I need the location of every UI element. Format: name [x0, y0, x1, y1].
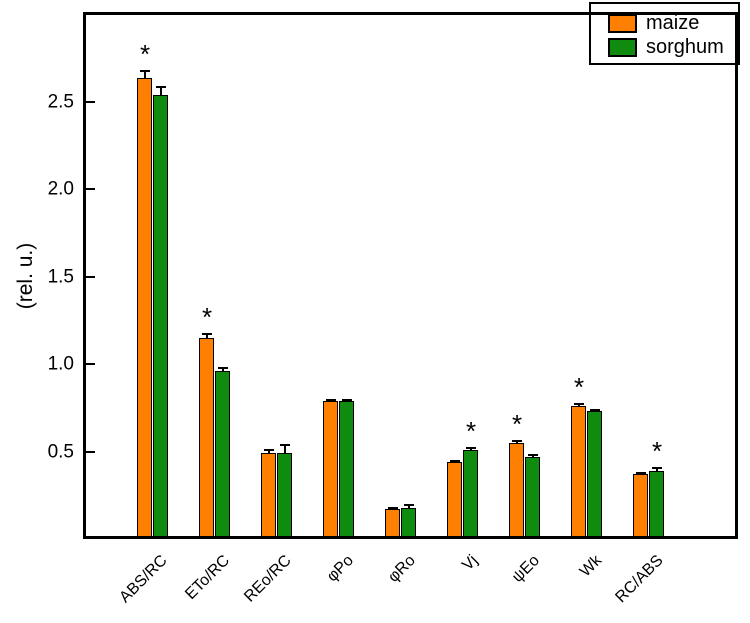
y-axis-tick-label: 1.5	[47, 266, 74, 288]
error-bar-cap	[404, 503, 414, 506]
legend-label: sorghum	[646, 36, 724, 58]
error-bar-cap	[652, 467, 662, 470]
significance-asterisk: *	[201, 302, 213, 333]
y-axis-title: (rel. u.)	[14, 242, 37, 310]
bar-maize	[323, 400, 338, 539]
error-bar-cap	[528, 454, 538, 457]
legend-swatch-sorghum	[608, 37, 637, 57]
bar-maize	[633, 474, 648, 539]
x-axis-tick-label: ψEo	[509, 552, 544, 586]
bar-sorghum	[463, 449, 478, 539]
error-bar-cap	[388, 506, 398, 509]
error-bar-stem	[408, 504, 410, 508]
bar-maize	[571, 406, 586, 539]
bar-maize	[199, 337, 214, 539]
error-bar-stem	[206, 334, 208, 338]
error-bar-stem	[160, 87, 162, 95]
error-bar-stem	[144, 70, 146, 78]
bar-maize	[385, 509, 400, 539]
y-axis-tick	[86, 101, 95, 103]
plot-area: * ABS/RC * ETo/RC REo/RC φPo φRo * Vj * ψEo * Wk * RC/…	[83, 12, 738, 606]
error-bar-cap	[466, 447, 476, 450]
error-bar-cap	[326, 398, 336, 401]
significance-asterisk: *	[573, 372, 585, 403]
y-axis-tick-label: 0.5	[47, 441, 74, 463]
bar-sorghum	[649, 470, 664, 539]
y-axis-tick-label: 2.0	[47, 178, 74, 200]
error-bar-cap	[140, 69, 150, 72]
error-bar-cap	[202, 333, 212, 336]
error-bar-stem	[578, 404, 580, 407]
bar-maize	[261, 453, 276, 539]
error-bar-cap	[574, 403, 584, 406]
error-bar-cap	[342, 398, 352, 401]
x-axis-tick-label: ABS/RC	[116, 552, 172, 607]
legend-item-maize: maize	[608, 11, 738, 35]
error-bar-stem	[268, 449, 270, 454]
bar-sorghum	[401, 507, 416, 539]
x-axis-tick-label: REo/RC	[241, 552, 296, 606]
bar-sorghum	[153, 95, 168, 539]
x-axis-tick-label: ETo/RC	[182, 552, 234, 604]
error-bar-stem	[222, 367, 224, 372]
bar-maize	[137, 77, 152, 539]
bar-maize	[447, 462, 462, 539]
bar-maize	[509, 442, 524, 539]
y-axis-tick-label: 1.0	[47, 353, 74, 375]
legend-swatch-maize	[608, 13, 637, 33]
bar-sorghum	[587, 411, 602, 539]
error-bar-cap	[156, 86, 166, 89]
error-bar-cap	[636, 471, 646, 474]
legend-label: maize	[646, 12, 700, 34]
legend-item-sorghum: sorghum	[608, 35, 738, 59]
bar-sorghum	[277, 453, 292, 539]
error-bar-cap	[218, 366, 228, 369]
y-axis-tick-label: 2.5	[47, 91, 74, 113]
x-axis-tick-label: φRo	[385, 552, 420, 586]
bar-sorghum	[339, 400, 354, 539]
significance-asterisk: *	[465, 416, 477, 447]
x-axis-tick-label: φPo	[323, 552, 358, 586]
error-bar-cap	[590, 408, 600, 411]
x-axis-tick-label: Vj	[458, 552, 482, 575]
x-axis-tick-label: Wk	[576, 552, 606, 581]
y-axis-tick	[86, 275, 95, 278]
error-bar-cap	[264, 448, 274, 451]
legend-box: maize sorghum	[589, 2, 740, 65]
error-bar-cap	[512, 440, 522, 443]
y-axis-tick	[86, 450, 95, 453]
y-axis-tick	[86, 188, 95, 191]
error-bar-stem	[284, 444, 286, 454]
bar-sorghum	[215, 371, 230, 539]
significance-asterisk: *	[651, 436, 663, 467]
error-bar-cap	[280, 443, 290, 446]
x-axis-tick-label: RC/ABS	[612, 552, 668, 607]
significance-asterisk: *	[511, 409, 523, 440]
error-bar-stem	[656, 468, 658, 471]
bar-sorghum	[525, 456, 540, 539]
significance-asterisk: *	[139, 38, 151, 69]
y-axis-tick	[86, 363, 95, 366]
error-bar-cap	[450, 459, 460, 462]
